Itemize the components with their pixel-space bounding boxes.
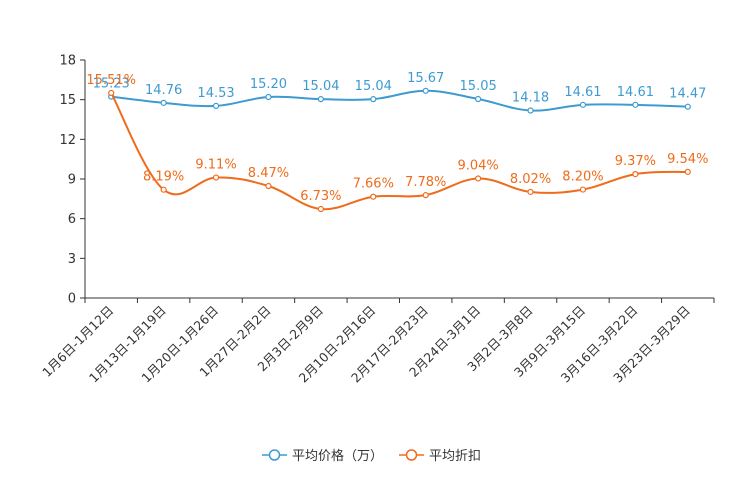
data-label: 8.20% <box>562 170 603 185</box>
legend-item-1[interactable]: 平均折扣 <box>399 449 481 464</box>
y-axis: 0 3 6 9 12 15 18 <box>59 54 86 307</box>
series-line <box>111 89 688 112</box>
data-label: 8.02% <box>510 172 551 187</box>
legend-marker-icon <box>268 449 281 461</box>
legend-label: 平均价格（万） <box>292 448 383 464</box>
data-label: 14.53 <box>197 86 234 101</box>
data-label: 15.23 <box>93 77 130 92</box>
data-label: 9.54% <box>667 152 708 167</box>
legend[interactable]: 平均价格（万） 平均折扣 <box>262 448 481 464</box>
data-point[interactable] <box>475 175 482 182</box>
y-tick-label: 18 <box>59 54 76 69</box>
data-point[interactable] <box>160 186 167 193</box>
data-label: 14.76 <box>145 83 182 98</box>
data-point[interactable] <box>579 186 587 193</box>
data-label: 9.11% <box>195 158 236 173</box>
data-point[interactable] <box>317 96 324 103</box>
y-tick-label: 3 <box>68 252 76 267</box>
series-0: 15.23 14.76 14.53 15.20 15.04 15.04 15.67 15.05… <box>93 71 706 114</box>
data-point[interactable] <box>370 193 377 200</box>
data-label: 9.37% <box>615 154 656 169</box>
data-label: 8.19% <box>143 170 184 185</box>
data-point[interactable] <box>160 99 167 106</box>
legend-label: 平均折扣 <box>429 449 481 464</box>
data-label: 7.66% <box>353 177 394 192</box>
data-point[interactable] <box>632 171 639 178</box>
data-point[interactable] <box>317 205 324 213</box>
data-label: 15.04 <box>302 79 339 94</box>
legend-item-0[interactable]: 平均价格（万） <box>262 448 383 464</box>
data-label: 8.47% <box>248 166 289 181</box>
data-label: 15.67 <box>407 71 444 86</box>
series-line <box>110 92 688 211</box>
data-label: 14.47 <box>669 87 706 102</box>
data-point[interactable] <box>684 103 691 110</box>
data-point[interactable] <box>579 101 587 108</box>
data-point[interactable] <box>527 188 534 196</box>
y-tick-label: 15 <box>59 93 76 108</box>
y-tick-label: 6 <box>68 212 76 227</box>
data-label: 14.61 <box>617 85 654 100</box>
data-point[interactable] <box>684 168 691 175</box>
data-label: 6.73% <box>300 189 341 204</box>
data-point[interactable] <box>212 174 220 181</box>
data-point[interactable] <box>212 102 220 109</box>
series-1: 15.51% 8.19% 9.11% 8.47% 6.73% 7.66% 7.78% 9.04… <box>86 73 708 213</box>
data-label: 14.61 <box>564 85 601 100</box>
data-label: 9.04% <box>457 158 498 173</box>
data-label: 14.18 <box>512 91 549 106</box>
data-label: 15.05 <box>460 79 497 94</box>
data-label: 7.78% <box>405 175 446 190</box>
data-point[interactable] <box>265 93 272 101</box>
data-point[interactable] <box>475 95 482 103</box>
data-label: 15.20 <box>250 77 287 92</box>
data-point[interactable] <box>422 192 429 199</box>
x-axis: 1月6日-1月12日1月13日-1月19日1月20日-1月26日1月27日-2月… <box>39 297 715 386</box>
data-point[interactable] <box>422 87 429 94</box>
series-layer: 15.23 14.76 14.53 15.20 15.04 15.04 15.67 15.05… <box>86 71 708 213</box>
data-label: 15.51% <box>86 73 136 88</box>
data-label: 15.04 <box>355 79 392 94</box>
data-point[interactable] <box>632 101 639 108</box>
data-point[interactable] <box>265 182 272 190</box>
y-tick-label: 9 <box>68 173 76 188</box>
data-point[interactable] <box>527 107 534 114</box>
y-tick-label: 12 <box>59 133 76 148</box>
y-tick-label: 0 <box>68 292 76 307</box>
data-point[interactable] <box>108 89 115 97</box>
data-point[interactable] <box>370 96 377 103</box>
legend-marker-icon <box>405 449 418 461</box>
